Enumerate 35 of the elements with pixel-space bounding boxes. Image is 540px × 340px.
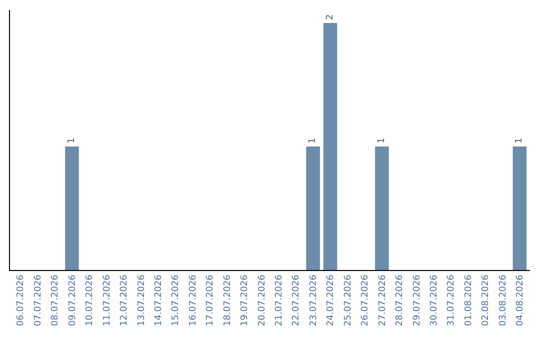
data-label: 1: [514, 138, 525, 144]
x-tick-label: 31.07.2026: [446, 274, 457, 326]
x-tick-label: 21.07.2026: [274, 274, 285, 326]
x-tick-label: 17.07.2026: [206, 274, 216, 326]
x-tick-label: 06.07.2026: [16, 274, 26, 326]
x-tick-label: 08.07.2026: [50, 274, 61, 326]
x-tick-label: 15.07.2026: [171, 274, 182, 326]
x-tick-label: 11.07.2026: [102, 274, 112, 326]
x-tick-label: 25.07.2026: [343, 274, 354, 326]
x-tick-label: 30.07.2026: [430, 274, 440, 326]
x-tick-label: 24.07.2026: [326, 274, 336, 326]
x-tick-label: 01.08.2026: [464, 274, 474, 326]
x-tick-label: 26.07.2026: [360, 274, 371, 326]
x-tick-label: 13.07.2026: [136, 274, 147, 326]
x-tick-label: 27.07.2026: [378, 274, 388, 326]
x-tick-label: 20.07.2026: [257, 274, 268, 326]
x-tick-label: 16.07.2026: [188, 274, 198, 326]
x-tick-label: 28.07.2026: [395, 274, 406, 326]
x-tick-label: 12.07.2026: [120, 274, 130, 326]
x-tick-label: 22.07.2026: [292, 274, 302, 326]
x-tick-label: 18.07.2026: [222, 274, 233, 326]
x-tick-label: 29.07.2026: [412, 274, 422, 326]
data-label: 1: [376, 138, 387, 144]
data-label: 1: [66, 138, 77, 144]
x-tick-label: 23.07.2026: [308, 274, 319, 326]
x-tick-label: 07.07.2026: [33, 274, 44, 326]
x-tick-label: 02.08.2026: [481, 274, 492, 326]
data-label: 2: [325, 14, 336, 20]
data-label: 1: [308, 138, 318, 144]
x-tick-label: 03.08.2026: [498, 274, 508, 326]
x-tick-label: 19.07.2026: [240, 274, 250, 326]
x-tick-label: 10.07.2026: [85, 274, 96, 326]
x-tick-label: 14.07.2026: [154, 274, 164, 326]
x-tick-label: 09.07.2026: [68, 274, 78, 326]
x-tick-label: 04.08.2026: [516, 274, 526, 326]
